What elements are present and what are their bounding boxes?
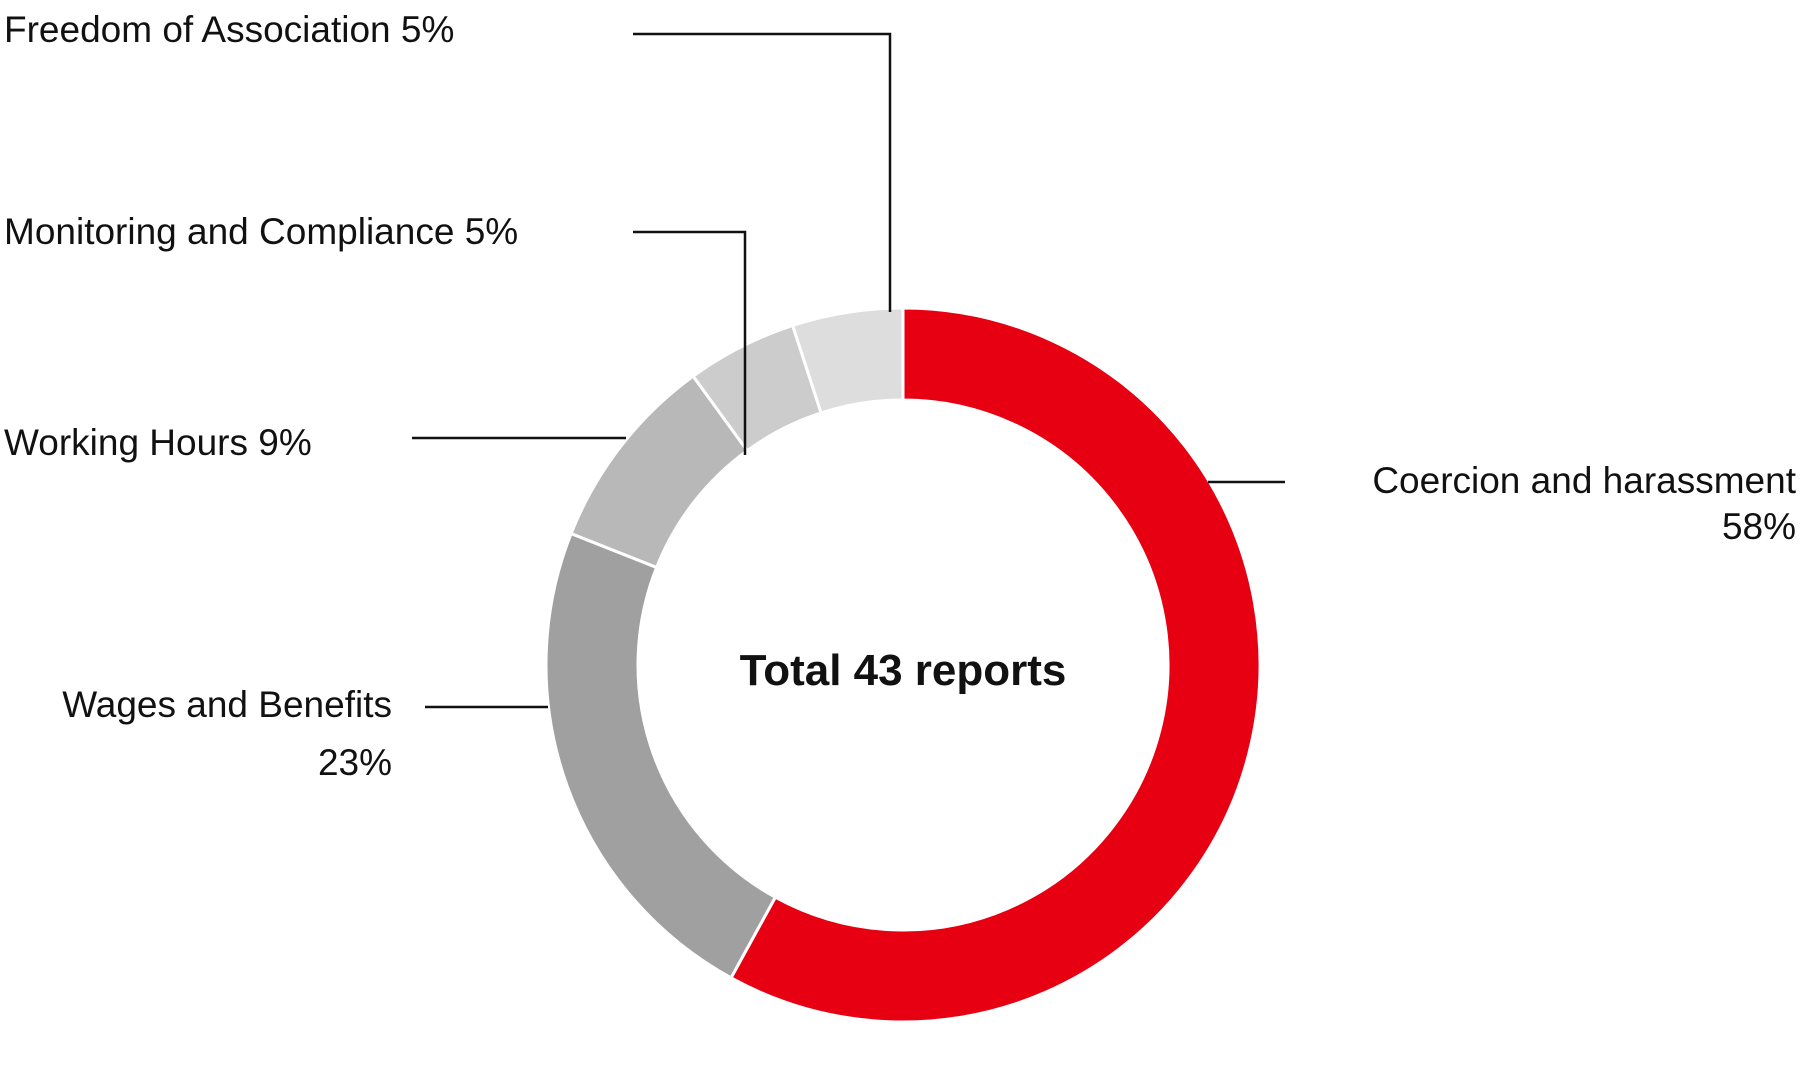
center-label: Total 43 reports [740,646,1067,695]
slice-label-freedom: Freedom of Association 5% [4,9,454,50]
slice-label-coercion: Coercion and harassment [1372,460,1796,501]
slice-value-wages: 23% [318,742,392,783]
slice-label-wages: Wages and Benefits [62,684,392,725]
donut-slice-coercion [728,306,1262,1024]
donut-slices [544,306,1262,1024]
slice-label-monitoring: Monitoring and Compliance 5% [4,211,518,252]
donut-slice-wages [544,531,778,980]
donut-slice-freedom [790,306,905,415]
slice-label-working-hours: Working Hours 9% [4,422,312,463]
slice-value-coercion: 58% [1722,506,1796,547]
leader-line-monitoring [633,230,747,455]
leader-line-freedom [633,32,892,312]
